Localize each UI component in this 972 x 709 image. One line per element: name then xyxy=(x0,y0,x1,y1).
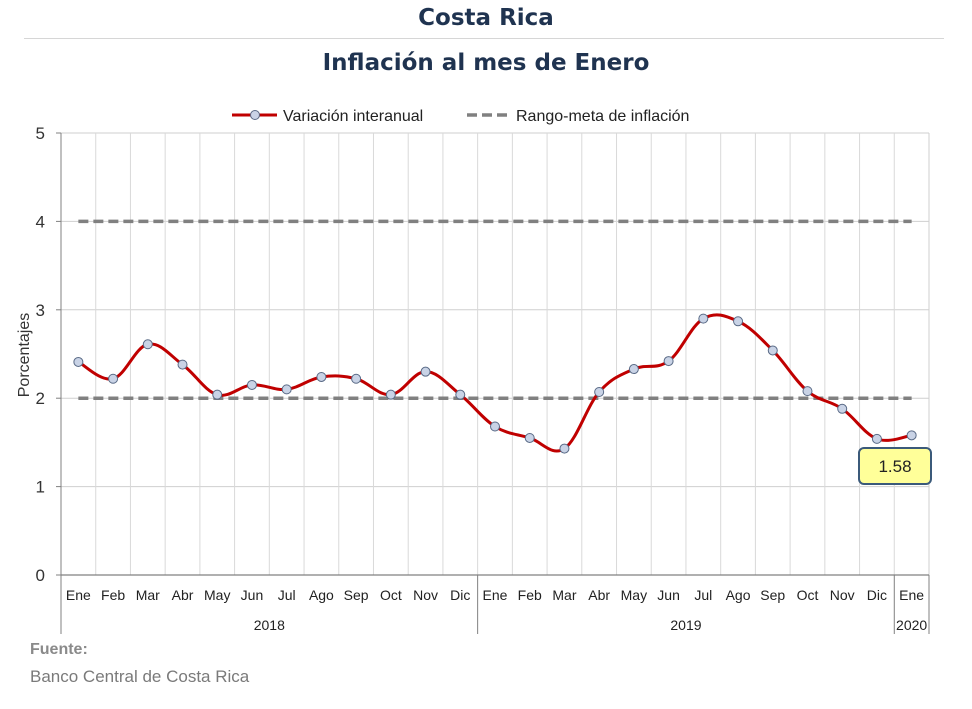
y-tick-label: 2 xyxy=(36,389,45,408)
x-tick-label: Dic xyxy=(867,587,887,603)
x-tick-label: Jul xyxy=(694,587,712,603)
x-tick-label: Ene xyxy=(899,587,924,603)
y-axis-label: Porcentajes xyxy=(16,313,33,398)
source-label: Fuente: xyxy=(30,641,88,658)
x-tick-label: Mar xyxy=(136,587,160,603)
data-point xyxy=(385,389,396,400)
data-point xyxy=(663,356,674,367)
legend-label: Rango-meta de inflación xyxy=(516,108,689,125)
x-tick-label: Oct xyxy=(380,587,402,603)
data-point xyxy=(73,356,84,367)
data-point xyxy=(837,403,848,414)
x-tick-label: Nov xyxy=(413,587,438,603)
data-point xyxy=(212,389,223,400)
x-tick-label: May xyxy=(204,587,230,603)
data-point xyxy=(767,345,778,356)
data-point xyxy=(246,379,257,390)
chart-subtitle: Inflación al mes de Enero xyxy=(322,50,650,76)
data-point xyxy=(906,430,917,441)
data-point xyxy=(281,384,292,395)
data-point xyxy=(594,387,605,398)
year-label: 2020 xyxy=(896,617,927,633)
x-tick-label: Jun xyxy=(657,587,680,603)
data-point xyxy=(177,359,188,370)
data-point xyxy=(316,371,327,382)
x-tick-label: Ene xyxy=(66,587,91,603)
x-tick-label: May xyxy=(621,587,647,603)
data-point xyxy=(420,366,431,377)
chart-title: Costa Rica xyxy=(418,5,554,31)
line-chart: Ene Feb Mar Abr May Jun Jul Ago Sep Oct Nov Dic Ene F… xyxy=(16,108,932,634)
x-tick-label: Feb xyxy=(518,587,542,603)
x-tick-label: Jul xyxy=(278,587,296,603)
data-point xyxy=(802,386,813,397)
y-tick-label: 5 xyxy=(36,124,45,143)
x-tick-label: Ene xyxy=(483,587,508,603)
year-label: 2018 xyxy=(254,617,285,633)
value-callout: 1.58 xyxy=(858,447,932,485)
data-point xyxy=(108,373,119,384)
legend: Variación interanual Rango-meta de inflac… xyxy=(232,108,689,125)
x-tick-label: Abr xyxy=(588,587,610,603)
x-tick-label: Feb xyxy=(101,587,125,603)
gridlines xyxy=(61,132,930,576)
y-tick-label: 3 xyxy=(36,301,45,320)
x-tick-label: Abr xyxy=(172,587,194,603)
x-tick-label: Sep xyxy=(344,587,369,603)
legend-label: Variación interanual xyxy=(283,108,423,125)
x-tick-label: Ago xyxy=(309,587,334,603)
year-label: 2019 xyxy=(670,617,701,633)
callout-box xyxy=(858,447,932,485)
data-point xyxy=(142,339,153,350)
data-point xyxy=(733,316,744,327)
x-tick-label: Sep xyxy=(760,587,785,603)
data-point xyxy=(628,364,639,375)
legend-swatch-marker xyxy=(250,110,260,120)
source-text: Banco Central de Costa Rica xyxy=(30,667,250,686)
x-tick-label: Dic xyxy=(450,587,470,603)
data-point xyxy=(524,432,535,443)
y-tick-label: 0 xyxy=(36,566,45,585)
y-tick-label: 4 xyxy=(36,212,45,231)
data-point xyxy=(455,389,466,400)
title-divider xyxy=(24,38,944,39)
data-point xyxy=(871,433,882,444)
x-tick-label: Jun xyxy=(241,587,264,603)
series-markers xyxy=(73,313,917,454)
x-tick-label: Oct xyxy=(797,587,819,603)
data-point xyxy=(490,421,500,432)
x-tick-label: Ago xyxy=(726,587,751,603)
x-tick-label: Nov xyxy=(830,587,855,603)
x-tick-label: Mar xyxy=(552,587,576,603)
y-tick-label: 1 xyxy=(36,478,45,497)
data-point xyxy=(698,313,709,324)
x-axis: Ene Feb Mar Abr May Jun Jul Ago Sep Oct Nov Dic Ene F… xyxy=(60,574,930,634)
y-axis: 0 1 2 3 4 5 xyxy=(36,124,62,585)
data-point xyxy=(559,443,570,454)
callout-value: 1.58 xyxy=(878,457,911,476)
data-point xyxy=(351,373,362,384)
